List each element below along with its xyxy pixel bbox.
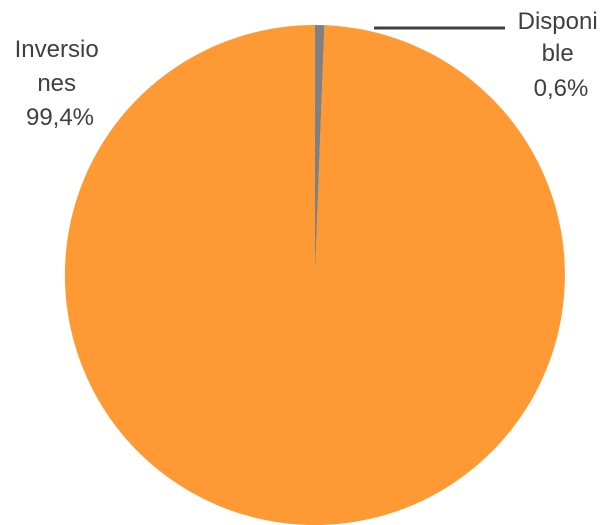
pie-slice-inversiones: [64, 24, 565, 525]
slice-label-disponible-line-1: Disponi: [518, 8, 598, 35]
pie-slice-disponible: [314, 25, 325, 275]
slice-label-disponible: Disponi ble 0,6%: [518, 8, 605, 102]
slice-label-disponible-line-2: ble: [542, 40, 574, 67]
slice-value-inversiones: 99,4%: [26, 104, 94, 131]
slice-label-inversiones-line-2: nes: [37, 70, 76, 97]
slice-label-inversiones-line-1: Inversio: [15, 36, 99, 63]
pie-slices: [64, 24, 565, 525]
slice-label-inversiones: Inversio nes 99,4%: [15, 36, 106, 131]
slice-value-disponible: 0,6%: [534, 75, 589, 102]
